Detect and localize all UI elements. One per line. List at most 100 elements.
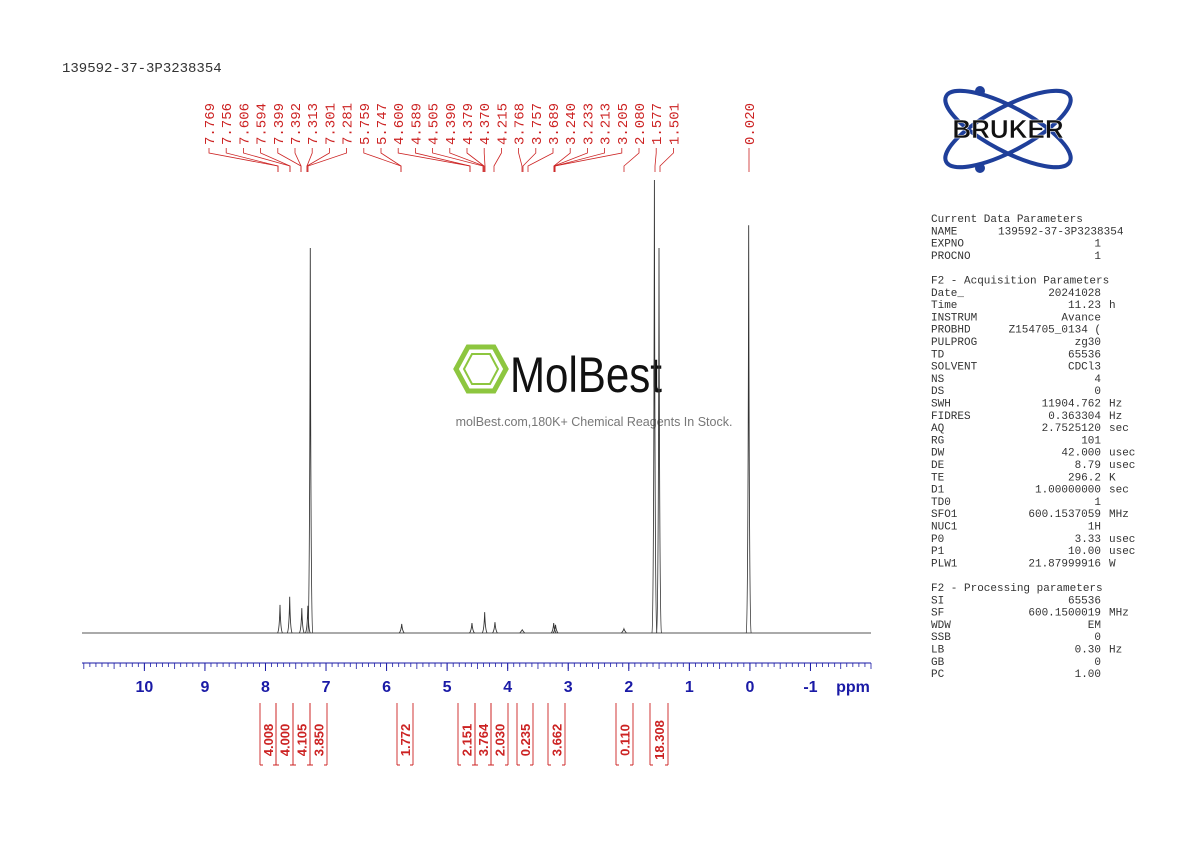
param-unit: Hz	[1109, 399, 1122, 411]
leader-line	[554, 148, 623, 172]
leader-line	[243, 148, 291, 172]
integral-value: 1.772	[398, 724, 413, 757]
leader-line	[518, 148, 523, 172]
param-name: GB	[931, 657, 945, 669]
leader-line	[294, 148, 302, 172]
param-unit: usec	[1109, 460, 1135, 472]
param-value: 4	[1094, 374, 1101, 386]
param-name: SWH	[931, 399, 951, 411]
peak	[550, 623, 557, 634]
param-value: Z154705_0134 (	[1009, 325, 1101, 337]
param-unit: K	[1109, 472, 1116, 484]
param-value: 1.00	[1075, 669, 1101, 681]
param-value: 65536	[1068, 349, 1101, 361]
peak-label: 3.233	[581, 103, 597, 145]
param-unit: usec	[1109, 546, 1135, 558]
peak-label: 3.768	[513, 103, 529, 145]
peak	[286, 596, 293, 634]
param-value: 1	[1094, 497, 1101, 509]
watermark-tagline: molBest.com,180K+ Chemical Reagents In S…	[456, 415, 733, 429]
leader-line	[363, 148, 402, 172]
leader-line	[553, 148, 571, 172]
param-name: TD	[931, 349, 945, 361]
param-value: 1	[1094, 239, 1101, 251]
integral-value: 2.030	[493, 724, 508, 757]
peak	[651, 179, 658, 634]
param-name: LB	[931, 645, 945, 657]
param-unit: Hz	[1109, 645, 1122, 657]
peak	[469, 623, 475, 634]
param-name: NAME	[931, 226, 958, 238]
param-value: 0	[1094, 657, 1101, 669]
watermark: MolBest molBest.com,180K+ Chemical Reage…	[453, 344, 733, 429]
param-name: PLW1	[931, 558, 958, 570]
leader-line	[466, 148, 485, 172]
leader-line	[493, 148, 502, 172]
param-value: 1	[1094, 251, 1101, 263]
peak	[307, 247, 314, 634]
param-value: 2.7525120	[1042, 423, 1101, 435]
param-value: 21.87999916	[1028, 558, 1101, 570]
param-unit: sec	[1109, 485, 1129, 497]
param-value: CDCl3	[1068, 362, 1101, 374]
param-value: 1.00000000	[1035, 485, 1101, 497]
peak-label: 3.205	[616, 103, 632, 145]
peak-label: 7.301	[323, 103, 339, 145]
peak-label: 7.756	[220, 103, 236, 145]
param-name: Date_	[931, 288, 964, 300]
integral-bracket	[490, 703, 509, 766]
param-value: 600.1500019	[1028, 608, 1101, 620]
param-unit: Hz	[1109, 411, 1122, 423]
integral-bracket	[547, 703, 566, 766]
leader-line	[553, 148, 588, 172]
peak-label: 3.757	[530, 103, 546, 145]
peak-label: 4.370	[478, 103, 494, 145]
param-value: 65536	[1068, 595, 1101, 607]
integral-value: 4.008	[261, 724, 276, 757]
leader-line	[307, 148, 347, 172]
peak-label: 1.577	[650, 103, 666, 145]
x-tick-label: 7	[322, 679, 331, 696]
param-value: EM	[1088, 620, 1101, 632]
integral-value: 3.662	[550, 724, 565, 757]
logo-dot	[975, 163, 985, 173]
integral-bracket	[516, 703, 534, 766]
param-name: DE	[931, 460, 945, 472]
param-value: 3.33	[1075, 534, 1101, 546]
peak-label: 3.689	[547, 103, 563, 145]
integral-value: 0.110	[618, 724, 633, 756]
param-unit: usec	[1109, 534, 1135, 546]
peak-label: 7.399	[272, 103, 288, 145]
watermark-brand: MolBest	[510, 347, 662, 403]
logo-dot	[975, 86, 985, 96]
param-name: PC	[931, 669, 945, 681]
x-axis-label: ppm	[836, 679, 870, 696]
peak-label: 7.606	[237, 103, 253, 145]
param-value: 139592-37-3P3238354	[998, 226, 1124, 238]
param-name: PULPROG	[931, 337, 977, 349]
param-value: 11904.762	[1042, 399, 1101, 411]
param-value: 20241028	[1048, 288, 1101, 300]
param-value: 101	[1081, 435, 1101, 447]
peak-label: 4.505	[427, 103, 443, 145]
param-heading: Current Data Parameters	[931, 214, 1083, 226]
leader-line	[483, 148, 486, 172]
peak-label: 3.240	[564, 103, 580, 145]
peak	[519, 628, 526, 634]
peak-label: 7.313	[306, 103, 322, 145]
x-tick-label: -1	[803, 679, 817, 696]
param-name: AQ	[931, 423, 945, 435]
integral-value: 0.235	[518, 724, 533, 757]
peak-label: 1.501	[667, 103, 683, 145]
leader-line	[659, 148, 674, 172]
param-value: 1H	[1088, 522, 1101, 534]
peak-label: 7.281	[341, 103, 357, 145]
peak-label: 7.392	[289, 103, 305, 145]
peak	[656, 247, 662, 634]
param-unit: MHz	[1109, 509, 1129, 521]
peak-label: 7.594	[255, 103, 271, 145]
leader-line	[522, 148, 537, 172]
param-name: INSTRUM	[931, 312, 977, 324]
integral-bracket	[309, 703, 328, 766]
